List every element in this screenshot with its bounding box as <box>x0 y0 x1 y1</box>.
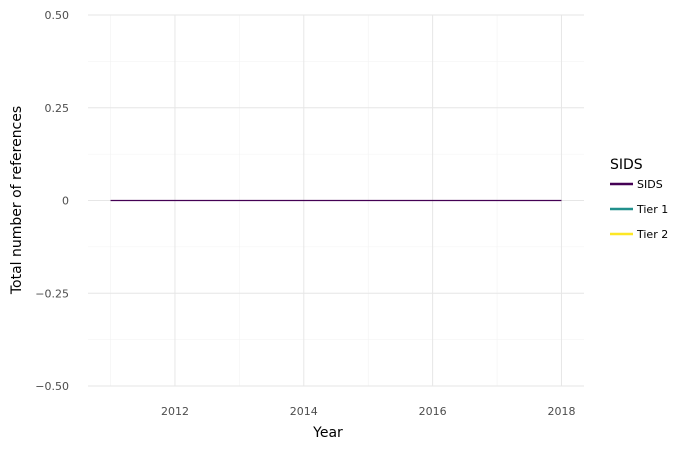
y-tick-label: 0.50 <box>45 9 70 22</box>
x-tick-label: 2012 <box>161 405 189 418</box>
legend-label: SIDS <box>637 178 663 191</box>
y-tick-labels: 0.50 0.25 0 −0.25 −0.50 <box>35 9 69 393</box>
y-axis-title: Total number of references <box>9 106 25 295</box>
y-tick-label: 0.25 <box>45 102 70 115</box>
x-tick-labels: 2012 2014 2016 2018 <box>161 405 575 418</box>
y-tick-label: −0.25 <box>35 287 69 300</box>
legend-title: SIDS <box>610 157 643 173</box>
legend-entries: SIDS Tier 1 Tier 2 <box>610 178 668 241</box>
y-tick-label: 0 <box>62 195 69 208</box>
x-tick-label: 2016 <box>419 405 447 418</box>
minor-gridlines <box>88 15 584 386</box>
x-axis-title: Year <box>312 425 343 441</box>
legend-label: Tier 2 <box>636 228 668 241</box>
legend: SIDS SIDS Tier 1 Tier 2 <box>610 157 668 241</box>
y-tick-label: −0.50 <box>35 380 69 393</box>
x-tick-label: 2014 <box>290 405 318 418</box>
x-tick-label: 2018 <box>547 405 575 418</box>
legend-label: Tier 1 <box>636 203 668 216</box>
